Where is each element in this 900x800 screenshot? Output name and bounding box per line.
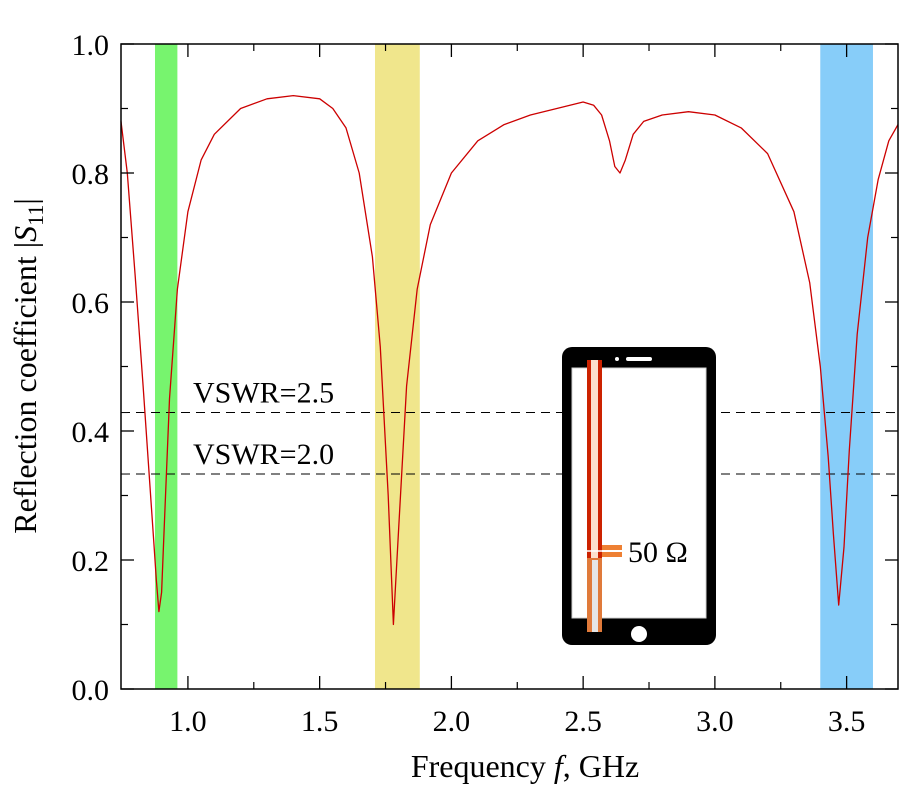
band-high [820,44,873,689]
s11-curve [120,94,899,626]
x-tick-label: 2.0 [433,705,471,738]
x-tick-label: 1.0 [169,705,207,738]
x-tick-label: 3.5 [828,705,866,738]
x-axis-title-suffix: , GHz [563,748,639,784]
y-ticks: 0.0 0.2 0.4 0.6 0.8 1.0 [72,29,898,707]
phone-inset: 50 Ω [562,347,716,645]
x-tick-label: 1.5 [301,705,339,738]
axes [120,43,899,690]
antenna-core-lower [592,560,598,632]
feed-line-top [602,545,622,550]
y-axis-title: Reflection coefficient |S11| [7,198,48,534]
y-axis-title-var: S [7,226,43,242]
vswr-label: VSWR=2.0 [193,438,334,471]
phone-home-button [631,626,647,642]
phone-speaker [626,357,652,361]
band-mid [374,44,420,689]
feed-line-bottom [602,552,622,557]
y-tick-label: 0.0 [72,674,110,707]
frequency-bands [154,44,873,689]
y-axis-title-suffix: | [7,198,43,204]
x-axis-title: Frequency f, GHz [411,748,639,784]
phone-camera-dot [615,357,619,361]
y-axis-title-sub: 11 [23,205,48,226]
x-ticks: 1.0 1.5 2.0 2.5 3.0 3.5 [169,44,865,738]
antenna-core-light [591,360,598,558]
y-tick-label: 0.2 [72,545,110,578]
x-axis-title-prefix: Frequency [411,748,554,784]
series-line [120,94,899,626]
y-tick-label: 0.8 [72,158,110,191]
y-tick-label: 0.6 [72,287,110,320]
x-tick-label: 3.0 [696,705,734,738]
y-tick-label: 1.0 [72,29,110,62]
x-tick-label: 2.5 [564,705,602,738]
y-tick-label: 0.4 [72,416,110,449]
vswr-label: VSWR=2.5 [193,377,334,410]
vswr-lines: VSWR=2.5 VSWR=2.0 [121,377,898,475]
y-axis-title-prefix: Reflection coefficient | [7,242,43,534]
plot-frame [120,43,899,690]
band-low [154,44,178,689]
impedance-label: 50 Ω [628,536,688,569]
